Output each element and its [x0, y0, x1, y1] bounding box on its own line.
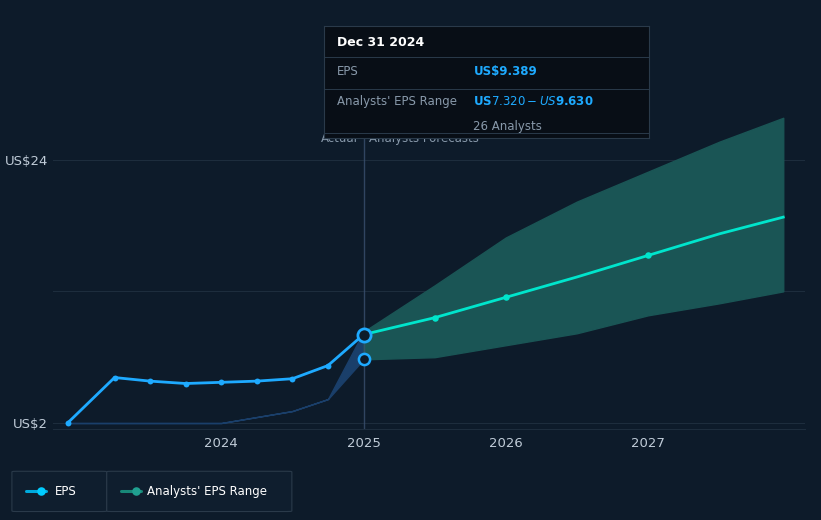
- Point: [34, 487, 48, 496]
- Point: [357, 355, 370, 363]
- FancyBboxPatch shape: [11, 471, 107, 512]
- Point: [214, 378, 227, 386]
- Text: 26 Analysts: 26 Analysts: [474, 120, 543, 133]
- Text: Actual: Actual: [321, 132, 358, 145]
- Point: [321, 361, 334, 370]
- Text: US$7.320 - US$9.630: US$7.320 - US$9.630: [474, 95, 594, 108]
- Point: [641, 251, 654, 259]
- FancyBboxPatch shape: [107, 471, 292, 512]
- Text: EPS: EPS: [55, 485, 76, 498]
- Point: [499, 293, 512, 302]
- Point: [179, 380, 192, 388]
- Point: [61, 419, 74, 427]
- Point: [357, 330, 370, 339]
- Point: [250, 377, 264, 385]
- Text: EPS: EPS: [337, 65, 359, 78]
- Point: [144, 377, 157, 385]
- Point: [130, 487, 143, 496]
- Text: Dec 31 2024: Dec 31 2024: [337, 36, 424, 49]
- Point: [286, 374, 299, 383]
- Text: Analysts' EPS Range: Analysts' EPS Range: [148, 485, 268, 498]
- Text: Analysts Forecasts: Analysts Forecasts: [369, 132, 479, 145]
- Point: [108, 373, 122, 382]
- Point: [428, 314, 441, 322]
- Text: US$9.389: US$9.389: [474, 65, 537, 78]
- Text: Analysts' EPS Range: Analysts' EPS Range: [337, 95, 457, 108]
